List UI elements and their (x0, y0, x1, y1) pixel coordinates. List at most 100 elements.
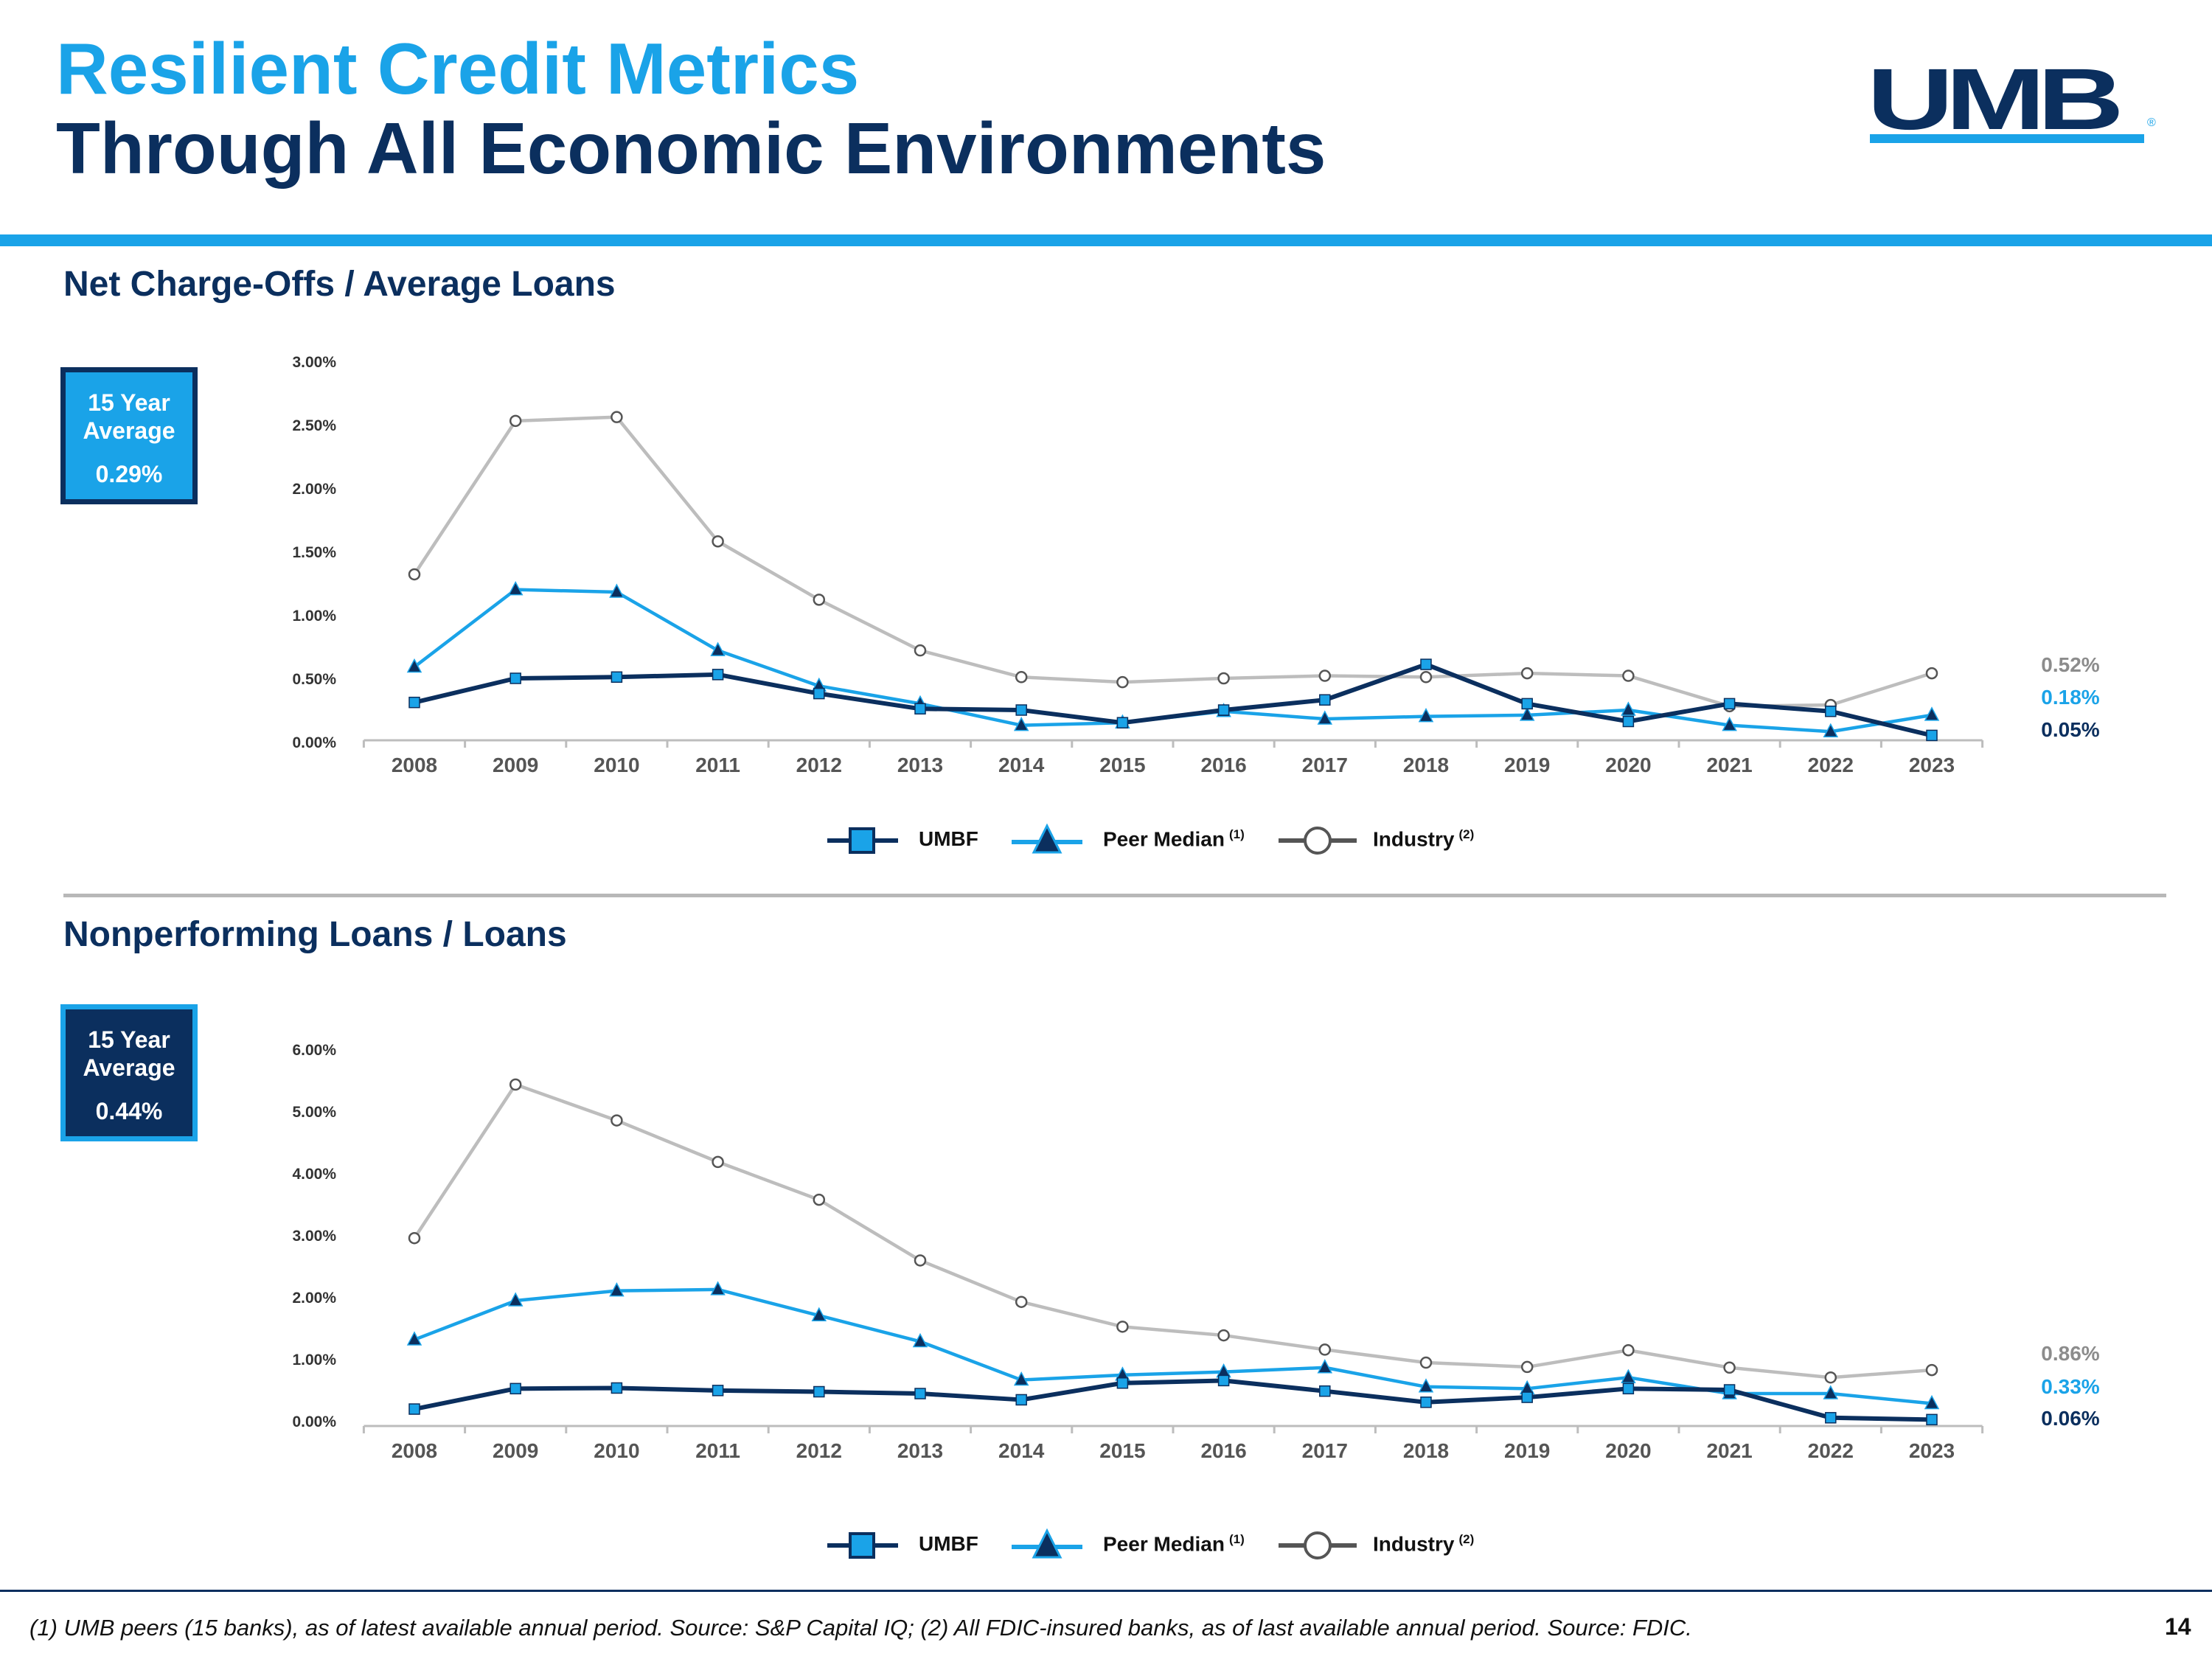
data-point-industry (1520, 1360, 1534, 1374)
x-tick-label: 2021 (1706, 1439, 1752, 1462)
y-tick-label: 1.00% (292, 608, 336, 625)
legend-label-umbf: UMBF (919, 1532, 978, 1555)
data-point-umbf (1319, 1385, 1331, 1397)
data-point-umbf (1319, 694, 1331, 706)
legend-label-peer-median: Peer Median (1) (1103, 1532, 1245, 1556)
data-point-umbf (813, 1385, 825, 1398)
data-point-umbf (813, 687, 825, 700)
legend-industry-note: (2) (1458, 1532, 1475, 1546)
y-tick-label: 0.50% (292, 671, 336, 688)
data-point-peer (1013, 1371, 1029, 1386)
data-point-umbf (509, 672, 521, 684)
average-box-label-line1: 15 Year (88, 389, 170, 416)
header-rule (0, 234, 2212, 246)
end-value-label-peer: 0.33% (2041, 1375, 2099, 1398)
legend-umbf-marker-icon (827, 827, 898, 854)
end-value-label-industry: 0.52% (2041, 653, 2099, 676)
section-title-nonperforming-loans: Nonperforming Loans / Loans (63, 915, 567, 954)
legend-peer-marker-icon (1012, 823, 1082, 854)
x-tick-label: 2009 (493, 754, 538, 776)
data-point-umbf (1420, 1397, 1432, 1408)
data-point-peer (1519, 706, 1535, 721)
data-point-peer (507, 580, 524, 596)
data-point-peer (1924, 706, 1940, 721)
x-tick-label: 2020 (1605, 1439, 1651, 1462)
data-point-umbf (914, 703, 926, 715)
data-point-industry (1318, 669, 1332, 682)
data-point-industry (914, 1254, 927, 1267)
data-point-peer (1418, 1378, 1434, 1393)
data-point-umbf (509, 1382, 521, 1395)
x-tick-label: 2018 (1403, 754, 1449, 776)
data-point-industry (611, 411, 623, 423)
y-tick-label: 0.00% (292, 734, 336, 751)
average-box-label-line2: Average (83, 1054, 175, 1081)
data-point-peer (1924, 1394, 1940, 1410)
series-line-umbf (414, 662, 1933, 738)
end-value-label-industry: 0.86% (2041, 1342, 2099, 1365)
x-tick-label: 2015 (1099, 1439, 1145, 1462)
legend-net-charge-offs: UMBF Peer Median (1) Industry (2) (826, 818, 1489, 863)
data-point-peer (710, 641, 726, 656)
data-point-umbf (1622, 1382, 1635, 1395)
legend-industry-text: Industry (1373, 827, 1455, 851)
page-number: 14 (2165, 1613, 2191, 1640)
legend-peer-note: (1) (1228, 827, 1245, 841)
data-point-peer (406, 1331, 422, 1346)
average-box-nonperforming-loans: 15 Year Average 0.44% (60, 1004, 198, 1141)
footnote: (1) UMB peers (15 banks), as of latest a… (29, 1615, 1692, 1641)
data-point-industry (712, 535, 724, 548)
data-point-industry (408, 568, 421, 581)
data-point-peer (1823, 723, 1839, 737)
data-point-industry (1925, 667, 1938, 680)
x-tick-label: 2014 (998, 1439, 1045, 1462)
x-tick-label: 2019 (1504, 1439, 1550, 1462)
legend-umbf-marker-icon (827, 1532, 898, 1559)
data-point-umbf (712, 669, 724, 681)
data-point-peer (609, 1281, 625, 1297)
data-point-peer (1317, 710, 1333, 725)
x-tick-label: 2015 (1099, 754, 1145, 776)
series-line-peer (414, 1287, 1933, 1405)
data-point-peer (609, 583, 625, 598)
legend-label-industry: Industry (2) (1373, 827, 1474, 851)
data-point-industry (1622, 1343, 1635, 1357)
data-point-industry (1217, 672, 1230, 685)
legend-peer-marker-icon (1012, 1528, 1082, 1559)
data-point-peer (1621, 701, 1636, 716)
x-tick-label: 2017 (1302, 754, 1348, 776)
average-box-label: 15 Year Average (66, 1026, 192, 1082)
footer-rule (0, 1590, 2212, 1592)
average-box-value: 0.29% (95, 461, 163, 487)
x-tick-label: 2012 (796, 1439, 842, 1462)
data-point-peer (1722, 717, 1737, 731)
y-tick-label: 6.00% (292, 1042, 336, 1059)
x-tick-label: 2014 (998, 754, 1045, 776)
legend-peer-text: Peer Median (1103, 1532, 1225, 1556)
legend-nonperforming-loans: UMBF Peer Median (1) Industry (2) (826, 1523, 1489, 1568)
x-tick-label: 2017 (1302, 1439, 1348, 1462)
data-point-umbf (1015, 1394, 1027, 1406)
data-point-industry (1419, 1356, 1433, 1369)
data-point-umbf (611, 671, 623, 684)
data-point-umbf (1825, 705, 1837, 717)
page-title-line1: Resilient Credit Metrics (56, 28, 860, 109)
y-tick-label: 2.00% (292, 1290, 336, 1307)
data-point-industry (1015, 1295, 1028, 1308)
data-point-industry (1622, 669, 1635, 682)
data-point-industry (914, 644, 927, 657)
series-line-industry (413, 1082, 1933, 1380)
x-tick-label: 2021 (1706, 754, 1752, 776)
data-point-industry (1520, 667, 1534, 680)
data-point-umbf (914, 1388, 926, 1399)
data-point-umbf (1622, 715, 1635, 728)
y-tick-label: 3.00% (292, 354, 336, 371)
y-tick-label: 5.00% (292, 1104, 336, 1121)
data-point-umbf (1521, 698, 1533, 710)
data-point-umbf (1217, 1374, 1230, 1387)
data-point-industry (1723, 1361, 1736, 1374)
logo-registered-mark: ® (2147, 116, 2156, 129)
x-tick-label: 2008 (392, 1439, 437, 1462)
y-tick-label: 0.00% (292, 1413, 336, 1430)
logo-text: UMB (1867, 51, 2124, 148)
